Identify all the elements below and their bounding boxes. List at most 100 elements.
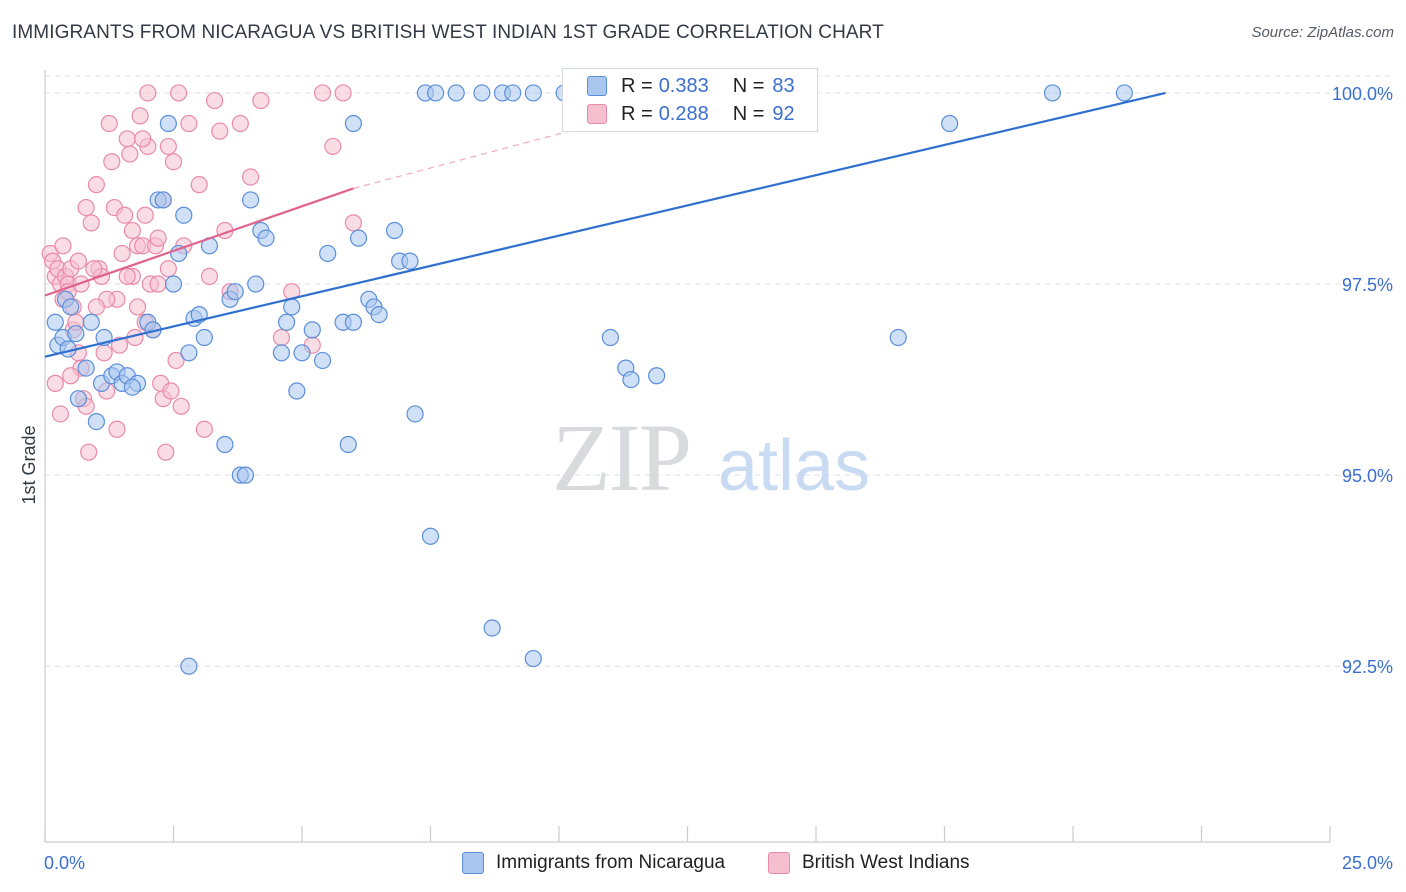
data-point-bwi xyxy=(54,237,72,255)
data-point-nicaragua xyxy=(159,114,177,133)
data-point-bwi xyxy=(121,145,139,163)
data-point-nicaragua xyxy=(236,466,255,484)
data-point-nicaragua xyxy=(288,382,306,400)
data-point-bwi xyxy=(77,198,95,217)
data-point-nicaragua xyxy=(226,283,244,301)
data-point-nicaragua xyxy=(622,370,640,389)
data-point-nicaragua xyxy=(164,275,183,293)
data-point-nicaragua xyxy=(180,657,198,675)
data-point-nicaragua xyxy=(447,84,465,102)
data-point-bwi xyxy=(100,114,118,133)
legend-swatch-pink xyxy=(587,104,607,124)
data-point-nicaragua xyxy=(77,359,95,377)
data-point-bwi xyxy=(162,382,180,400)
data-point-nicaragua xyxy=(406,405,424,423)
data-point-bwi xyxy=(123,221,141,240)
data-point-bwi xyxy=(69,252,88,270)
y-tick-label: 100.0% xyxy=(1332,84,1393,104)
data-point-bwi xyxy=(231,114,249,133)
data-point-bwi xyxy=(334,84,352,102)
legend-r-value: 0.383 xyxy=(658,74,709,97)
data-point-bwi xyxy=(108,420,126,438)
data-point-bwi xyxy=(157,443,175,461)
data-point-nicaragua xyxy=(1115,84,1134,102)
data-point-bwi xyxy=(134,130,152,148)
watermark-zip: ZIP xyxy=(552,404,690,511)
data-point-nicaragua xyxy=(601,328,620,347)
trend-line-nicaragua xyxy=(44,91,1166,358)
legend-n-value: 92 xyxy=(772,102,795,125)
correlation-legend: R = 0.383 N = 83 R = 0.288 N = 92 xyxy=(562,68,818,132)
data-point-bwi xyxy=(211,122,229,140)
legend-r-value: 0.288 xyxy=(658,102,709,125)
data-point-nicaragua xyxy=(473,84,491,102)
data-point-bwi xyxy=(313,84,332,102)
bottom-legend-swatch-blue xyxy=(462,852,484,874)
data-point-nicaragua xyxy=(504,84,522,102)
legend-n-label: N = xyxy=(732,102,765,125)
data-point-bwi xyxy=(167,351,185,370)
data-point-nicaragua xyxy=(1043,84,1062,102)
bottom-legend-nicaragua: Immigrants from Nicaragua xyxy=(462,852,725,874)
data-point-bwi xyxy=(149,275,167,293)
data-point-bwi xyxy=(195,420,213,438)
data-point-nicaragua xyxy=(303,321,321,339)
data-point-nicaragua xyxy=(421,527,440,545)
watermark-atlas: atlas xyxy=(718,426,870,506)
data-point-nicaragua xyxy=(242,191,260,209)
data-point-nicaragua xyxy=(123,378,141,396)
data-point-bwi xyxy=(118,130,136,148)
y-tick-label: 95.0% xyxy=(1342,466,1393,486)
data-point-nicaragua xyxy=(344,114,362,133)
series-immigrants-from-nicaragua xyxy=(46,84,1134,675)
series-british-west-indians xyxy=(41,84,362,461)
data-point-nicaragua xyxy=(293,344,311,362)
data-point-nicaragua xyxy=(272,344,291,362)
data-point-bwi xyxy=(200,267,219,285)
data-point-nicaragua xyxy=(370,305,388,324)
data-point-bwi xyxy=(242,168,260,186)
data-point-nicaragua xyxy=(339,435,357,454)
data-point-bwi xyxy=(128,298,147,316)
data-point-bwi xyxy=(80,443,98,461)
gridlines xyxy=(45,75,1390,667)
data-point-bwi xyxy=(139,84,157,102)
legend-row-bwi: R = 0.288 N = 92 xyxy=(563,100,795,128)
data-point-bwi xyxy=(172,397,190,415)
data-point-nicaragua xyxy=(385,221,404,240)
y-tick-label: 97.5% xyxy=(1342,275,1393,295)
legend-n-label: N = xyxy=(732,74,765,97)
axes xyxy=(44,70,1331,843)
data-point-bwi xyxy=(272,328,291,347)
data-point-nicaragua xyxy=(257,229,275,247)
data-point-nicaragua xyxy=(648,367,666,385)
watermark: ZIP atlas xyxy=(552,404,870,511)
data-point-nicaragua xyxy=(319,244,337,263)
data-point-nicaragua xyxy=(216,435,234,454)
data-point-nicaragua xyxy=(69,390,88,408)
trend-line-bwi xyxy=(44,187,354,297)
data-point-bwi xyxy=(85,260,103,278)
data-point-nicaragua xyxy=(483,619,501,637)
data-point-nicaragua xyxy=(349,229,368,247)
data-point-bwi xyxy=(159,137,177,156)
data-point-nicaragua xyxy=(941,114,959,133)
legend-r-label: R = xyxy=(621,74,653,97)
data-point-bwi xyxy=(180,114,198,133)
bottom-legend-label: British West Indians xyxy=(802,852,970,873)
data-point-nicaragua xyxy=(313,351,332,370)
data-point-bwi xyxy=(344,214,362,232)
legend-n-value: 83 xyxy=(772,74,795,97)
data-point-bwi xyxy=(87,298,106,316)
data-point-bwi xyxy=(82,214,100,232)
data-point-bwi xyxy=(113,244,131,263)
data-point-bwi xyxy=(46,374,64,392)
data-point-bwi xyxy=(116,206,134,224)
data-point-bwi xyxy=(324,137,342,156)
x-tick-label-max: 25.0% xyxy=(1342,853,1393,873)
data-point-bwi xyxy=(103,153,121,171)
bottom-legend-bwi: British West Indians xyxy=(768,852,970,874)
data-point-bwi xyxy=(136,206,154,224)
data-point-nicaragua xyxy=(247,275,265,293)
data-point-bwi xyxy=(170,84,188,102)
